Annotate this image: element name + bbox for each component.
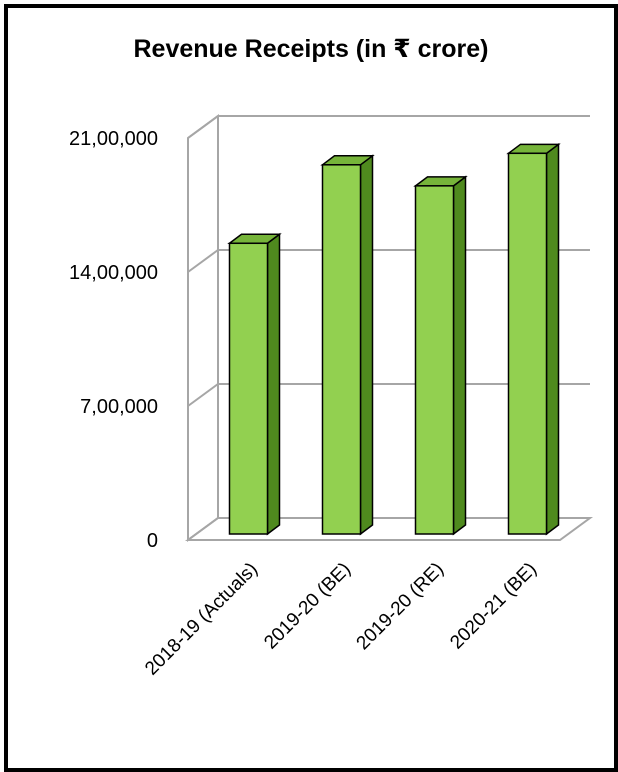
bar [228, 242, 269, 535]
y-tick-label: 14,00,000 [69, 262, 158, 284]
x-tick-label: 2020-21 (BE) [446, 559, 541, 654]
bar-side [359, 154, 374, 536]
bar-side [452, 175, 467, 536]
gridline [187, 115, 590, 139]
x-tick-label: 2018-19 (Actuals) [141, 559, 262, 680]
x-tick-label: 2019-20 (BE) [260, 559, 355, 654]
bar [321, 164, 362, 535]
y-tick-label: 7,00,000 [80, 396, 158, 418]
y-tick-label: 21,00,000 [69, 128, 158, 150]
left-wall [187, 114, 219, 542]
x-tick-label: 2019-20 (RE) [353, 559, 449, 655]
chart-title: Revenue Receipts (in ₹ crore) [133, 35, 489, 63]
bar [507, 152, 548, 535]
y-tick-label: 0 [147, 530, 158, 552]
bar-side [266, 232, 281, 536]
bar-side [545, 142, 560, 536]
bar [414, 185, 455, 535]
